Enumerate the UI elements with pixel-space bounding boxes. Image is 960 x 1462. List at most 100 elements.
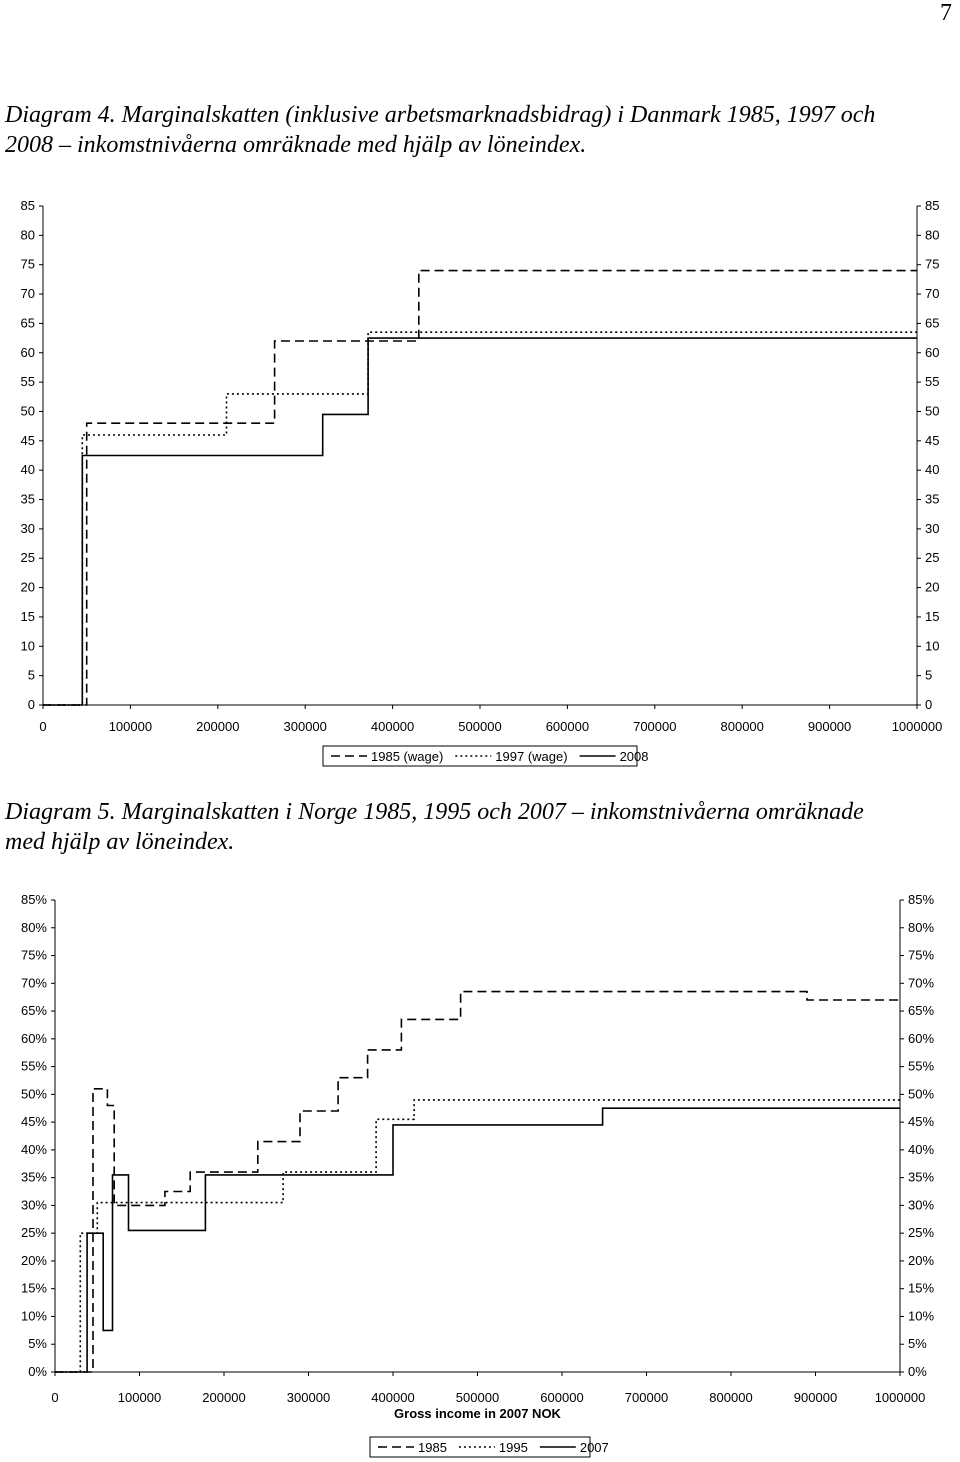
c2-y-tick-label-right: 15%: [908, 1281, 934, 1296]
chart-diagram5: 0% 0% 5% 5% 10% 10% 15% 15% 20% 20% 25% 25% 30% 30% 35…: [21, 892, 934, 1458]
c1-x-tick-label: 300000: [284, 719, 327, 734]
c1-y-tick-label-right: 85: [925, 198, 939, 213]
c2-y-tick-label: 15%: [21, 1281, 47, 1296]
c2-y-tick-label: 55%: [21, 1059, 47, 1074]
c2-y-tick-label-right: 50%: [908, 1086, 934, 1101]
c2-y-tick-label-right: 60%: [908, 1031, 934, 1046]
c1-x-tick-label: 0: [39, 719, 46, 734]
c1-y-tick-label: 65: [21, 315, 35, 330]
c1-y-tick-label-right: 55: [925, 374, 939, 389]
c2-y-tick-label: 0%: [28, 1364, 47, 1379]
c1-legend-label-3: 2008: [620, 749, 649, 764]
c1-y-tick-label: 80: [21, 227, 35, 242]
page-number: 7: [940, 0, 952, 26]
c2-y-tick-label-right: 70%: [908, 975, 934, 990]
c2-y-tick-label-right: 10%: [908, 1308, 934, 1323]
c2-series-line-1: [55, 990, 900, 1373]
c2-y-tick-label: 5%: [28, 1336, 47, 1351]
diagram5-caption-line2: med hjälp av löneindex.: [5, 829, 235, 855]
c2-y-tick-label-right: 5%: [908, 1336, 927, 1351]
c2-y-tick-label: 40%: [21, 1142, 47, 1157]
c2-y-tick-label: 25%: [21, 1225, 47, 1240]
c2-y-tick-label-right: 80%: [908, 920, 934, 935]
c2-y-tick-label-right: 40%: [908, 1142, 934, 1157]
c1-y-tick-label-right: 5: [925, 668, 932, 683]
c1-series-line-1: [43, 269, 917, 706]
diagram5-caption: Diagram 5. Marginalskatten i Norge 1985,…: [5, 797, 955, 857]
c1-y-tick-label-right: 45: [925, 433, 939, 448]
c1-y-tick-label: 85: [21, 198, 35, 213]
diagram4-caption-line1: Diagram 4. Marginalskatten (inklusive ar…: [5, 102, 876, 128]
c2-y-tick-label: 60%: [21, 1031, 47, 1046]
c2-y-tick-label: 65%: [21, 1003, 47, 1018]
c1-y-tick-label: 35: [21, 492, 35, 507]
c1-y-tick-label: 10: [21, 638, 35, 653]
c2-y-tick-label: 30%: [21, 1197, 47, 1212]
c1-x-tick-label: 400000: [371, 719, 414, 734]
c2-y-tick-label-right: 55%: [908, 1059, 934, 1074]
c1-x-tick-label: 200000: [196, 719, 239, 734]
c2-y-tick-label: 85%: [21, 892, 47, 907]
c1-legend-label-2: 1997 (wage): [495, 749, 567, 764]
c1-y-tick-label-right: 15: [925, 609, 939, 624]
c2-x-tick-label: 500000: [456, 1390, 499, 1405]
c1-y-tick-label-right: 10: [925, 638, 939, 653]
c1-y-tick-label-right: 0: [925, 697, 932, 712]
c1-series-line-2: [43, 331, 917, 706]
c2-x-tick-label: 800000: [709, 1390, 752, 1405]
c2-y-tick-label: 35%: [21, 1170, 47, 1185]
c2-y-tick-label-right: 25%: [908, 1225, 934, 1240]
c1-legend-label-1: 1985 (wage): [371, 749, 443, 764]
c2-legend-label-1: 1985: [418, 1440, 447, 1455]
c1-y-tick-label: 15: [21, 609, 35, 624]
c1-y-tick-label: 25: [21, 550, 35, 565]
c1-y-tick-label-right: 80: [925, 227, 939, 242]
c1-x-tick-label: 700000: [633, 719, 676, 734]
c2-y-tick-label-right: 0%: [908, 1364, 927, 1379]
c2-y-tick-label-right: 65%: [908, 1003, 934, 1018]
c1-y-tick-label: 45: [21, 433, 35, 448]
c2-series-line-3: [55, 1107, 900, 1373]
c1-y-tick-label-right: 75: [925, 257, 939, 272]
c1-x-tick-label: 100000: [109, 719, 152, 734]
c1-legend: 1985 (wage) 1997 (wage) 2008: [322, 745, 649, 767]
c2-y-tick-label: 80%: [21, 920, 47, 935]
c2-series-line-2: [55, 1099, 900, 1373]
c1-y-tick-label: 30: [21, 521, 35, 536]
diagram4-caption: Diagram 4. Marginalskatten (inklusive ar…: [5, 100, 955, 160]
c2-legend-label-3: 2007: [580, 1440, 609, 1455]
c1-y-tick-label-right: 25: [925, 550, 939, 565]
c2-x-tick-label: 400000: [371, 1390, 414, 1405]
c1-y-tick-label-right: 40: [925, 462, 939, 477]
c1-x-tick-label: 800000: [721, 719, 764, 734]
c1-y-tick-label-right: 65: [925, 315, 939, 330]
c2-x-tick-label: 100000: [118, 1390, 161, 1405]
c2-y-tick-label: 45%: [21, 1114, 47, 1129]
c1-x-tick-label: 1000000: [892, 719, 943, 734]
diagram4-caption-line2: 2008 – inkomstnivåerna omräknade med hjä…: [5, 132, 587, 158]
c1-y-tick-label-right: 60: [925, 345, 939, 360]
c2-y-tick-label: 70%: [21, 975, 47, 990]
c2-x-tick-label: 900000: [794, 1390, 837, 1405]
c2-y-tick-label: 50%: [21, 1086, 47, 1101]
c1-y-tick-label: 0: [28, 697, 35, 712]
diagram5-caption-line1: Diagram 5. Marginalskatten i Norge 1985,…: [5, 799, 864, 825]
c2-y-tick-label-right: 45%: [908, 1114, 934, 1129]
c2-x-axis-title: Gross income in 2007 NOK: [394, 1406, 562, 1421]
c1-y-tick-label: 50: [21, 403, 35, 418]
c2-x-tick-label: 600000: [540, 1390, 583, 1405]
c2-x-tick-label: 0: [51, 1390, 58, 1405]
c1-y-tick-label-right: 70: [925, 286, 939, 301]
c1-x-tick-label: 600000: [546, 719, 589, 734]
c1-y-tick-label: 55: [21, 374, 35, 389]
c2-y-tick-label-right: 30%: [908, 1197, 934, 1212]
c1-y-tick-label: 40: [21, 462, 35, 477]
c2-legend-label-2: 1995: [499, 1440, 528, 1455]
c1-y-tick-label-right: 35: [925, 492, 939, 507]
c2-y-tick-label-right: 85%: [908, 892, 934, 907]
c1-series-line-3: [43, 337, 917, 706]
c1-y-tick-label-right: 30: [925, 521, 939, 536]
c1-y-tick-label: 20: [21, 580, 35, 595]
c2-y-tick-label-right: 35%: [908, 1170, 934, 1185]
